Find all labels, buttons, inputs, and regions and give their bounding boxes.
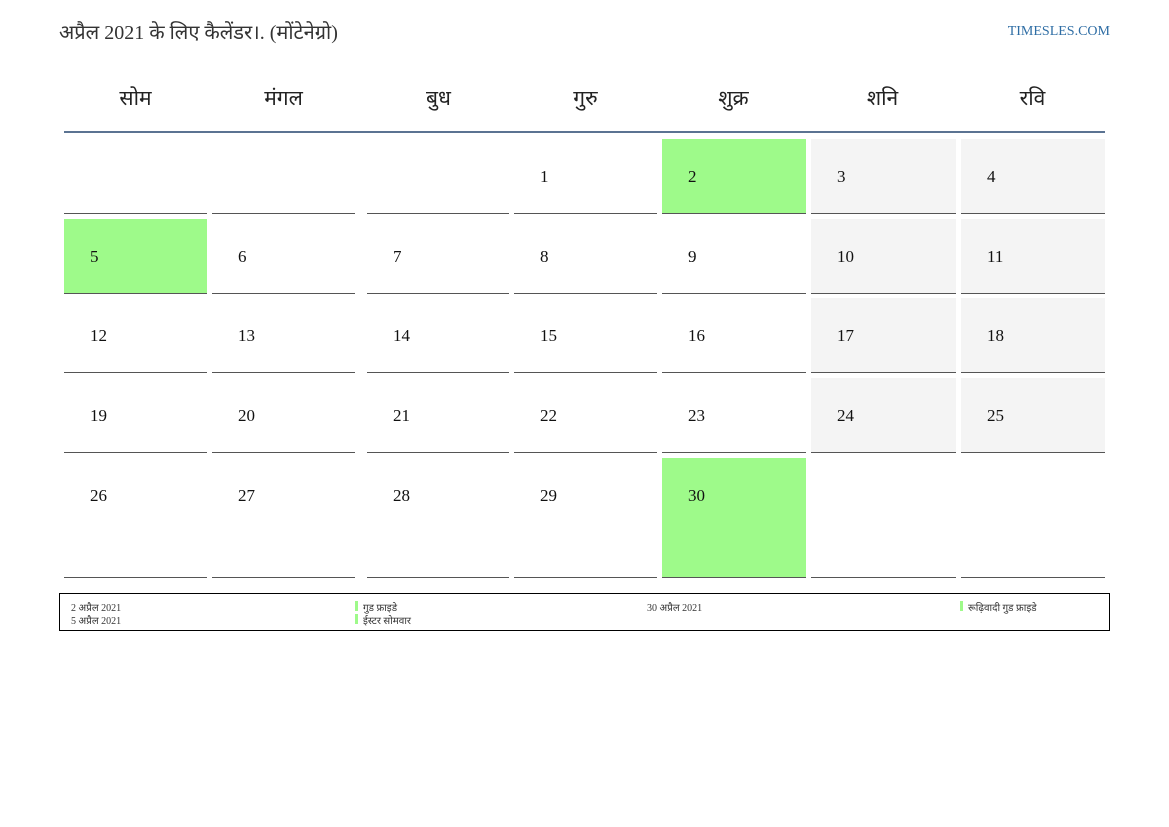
day-cell [961,458,1105,578]
header-rule [64,131,1105,133]
day-number: 11 [987,247,1004,266]
day-number: 19 [90,406,107,425]
day-number: 24 [837,406,854,425]
day-cell: 3 [811,139,956,214]
day-cell: 18 [961,298,1105,373]
day-number: 8 [540,247,549,266]
day-number: 16 [688,326,705,345]
day-number: 26 [90,486,107,505]
day-cell [367,139,509,214]
day-cell: 25 [961,378,1105,453]
day-number: 20 [238,406,255,425]
day-number: 4 [987,167,996,186]
holiday-marker [960,601,963,611]
day-cell: 2 [662,139,806,214]
day-cell: 21 [367,378,509,453]
day-number: 30 [688,486,705,505]
day-cell: 6 [212,219,355,294]
day-cell [811,458,956,578]
day-cell: 17 [811,298,956,373]
weekday-header: सोम [119,86,152,110]
day-cell: 30 [662,458,806,578]
day-cell: 1 [514,139,657,214]
day-cell: 15 [514,298,657,373]
legend: 2 अप्रैल 2021 गुड फ्राइडे 5 अप्रैल 2021 ईस्… [59,593,1110,631]
day-cell: 16 [662,298,806,373]
day-cell [64,139,207,214]
weekday-header: बुध [426,86,451,110]
day-cell [212,139,355,214]
day-number: 12 [90,326,107,345]
day-cell: 20 [212,378,355,453]
holiday-name: गुड फ्राइडे [363,603,398,614]
day-cell: 10 [811,219,956,294]
weekday-header: रवि [1019,86,1046,110]
day-cell: 23 [662,378,806,453]
day-cell: 7 [367,219,509,294]
day-cell: 28 [367,458,509,578]
day-number: 2 [688,167,697,186]
title: अप्रैल 2021 के लिए कैलेंडर।. (मोंटेनेग्र… [59,22,338,44]
day-cell: 27 [212,458,355,578]
day-number: 1 [540,167,549,186]
day-number: 18 [987,326,1004,345]
holiday-marker [355,601,358,611]
holiday-date: 5 अप्रैल 2021 [71,616,122,627]
day-cell: 12 [64,298,207,373]
day-number: 7 [393,247,402,266]
day-number: 14 [393,326,410,345]
holiday-date: 30 अप्रैल 2021 [647,603,703,614]
day-cell: 19 [64,378,207,453]
holiday-marker [355,614,358,624]
day-cell: 9 [662,219,806,294]
day-number: 28 [393,486,410,505]
holiday-name: ईस्टर सोमवार [363,616,411,627]
day-number: 5 [90,247,99,266]
day-cell: 5 [64,219,207,294]
day-cell: 14 [367,298,509,373]
day-cell: 29 [514,458,657,578]
day-number: 6 [238,247,247,266]
weekday-header: शनि [866,86,899,110]
weekday-header: गुरु [573,86,598,110]
weekday-header: मंगल [264,86,303,110]
site-link[interactable]: TIMESLES.COM [1007,24,1110,39]
day-cell: 24 [811,378,956,453]
day-number: 22 [540,406,557,425]
day-cell: 8 [514,219,657,294]
day-number: 17 [837,326,854,345]
day-number: 13 [238,326,255,345]
day-cell: 4 [961,139,1105,214]
holiday-name: रूढ़िवादी गुड फ्राइडे [968,603,1037,614]
day-number: 10 [837,247,854,266]
day-cell: 22 [514,378,657,453]
day-number: 27 [238,486,255,505]
holiday-date: 2 अप्रैल 2021 [71,603,122,614]
day-number: 3 [837,167,846,186]
day-cell: 26 [64,458,207,578]
day-number: 23 [688,406,705,425]
day-cell: 11 [961,219,1105,294]
day-number: 29 [540,486,557,505]
day-number: 15 [540,326,557,345]
day-number: 25 [987,406,1004,425]
day-number: 21 [393,406,410,425]
weekday-header: शुक्र [718,86,749,110]
day-cell: 13 [212,298,355,373]
day-number: 9 [688,247,697,266]
